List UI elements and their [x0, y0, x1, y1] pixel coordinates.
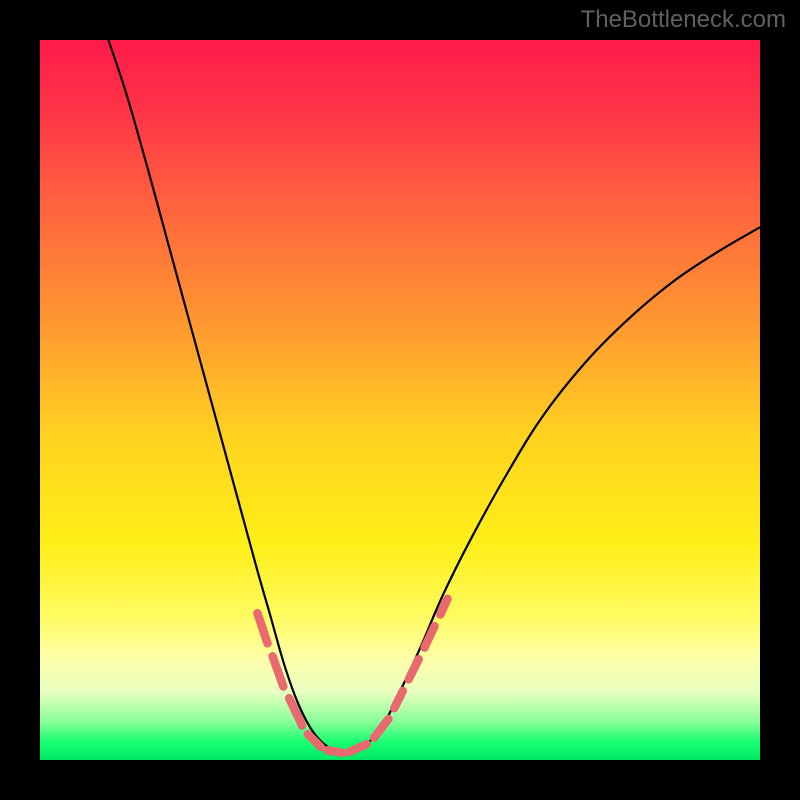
marker-left-4	[327, 750, 342, 753]
chart-svg	[40, 40, 760, 760]
plot-area	[40, 40, 760, 760]
chart-outer: TheBottleneck.com	[0, 0, 800, 800]
watermark-text: TheBottleneck.com	[581, 6, 786, 34]
gradient-background	[40, 40, 760, 760]
